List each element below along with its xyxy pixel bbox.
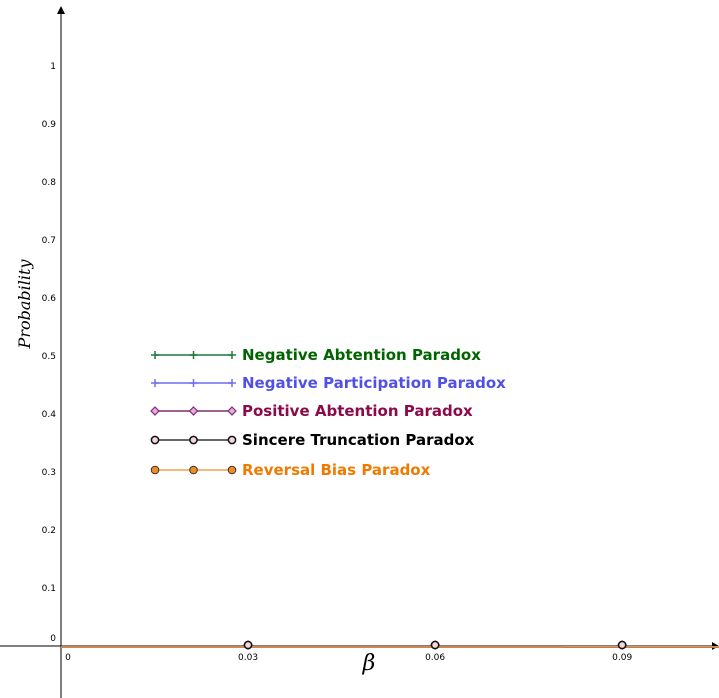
- legend-entry: Negative Participation Paradox: [151, 374, 506, 392]
- series-markers: [243, 640, 627, 650]
- legend-marker: [150, 406, 160, 416]
- x-tick-label: 0.09: [612, 653, 632, 663]
- x-tick-labels: 00.030.060.090.120.150.180.210.240.270.3…: [65, 653, 632, 663]
- x-tick-label: 0.06: [425, 653, 445, 663]
- x-axis-label: β: [362, 651, 376, 676]
- y-tick-label: 0.6: [42, 294, 57, 304]
- y-tick-labels: 0 0.1 0.2 0.3 0.4 0.5 0.6 0.7 0.8 0.9 1: [42, 62, 57, 644]
- y-axis-label: Probability: [15, 259, 34, 350]
- data-point: [617, 640, 627, 650]
- legend-marker: [189, 351, 198, 359]
- legend-marker: [227, 435, 237, 445]
- y-tick-label: 0.1: [42, 584, 56, 594]
- legend-marker: [150, 435, 160, 445]
- legend-marker: [189, 465, 198, 475]
- y-tick-label: 0.8: [42, 178, 57, 188]
- y-tick-label: 0.2: [42, 526, 56, 536]
- x-tick-label: 0: [65, 653, 71, 663]
- legend-marker: [150, 465, 160, 475]
- legend-marker: [151, 351, 159, 359]
- legend-entry: Positive Abtention Paradox: [150, 402, 473, 420]
- x-tick-label: 0.03: [238, 653, 258, 663]
- legend-label: Positive Abtention Paradox: [242, 402, 473, 420]
- y-tick-label: 0.3: [42, 468, 56, 478]
- y-axis-arrow: [57, 6, 65, 14]
- legend-marker: [228, 379, 236, 387]
- legend-entry: Reversal Bias Paradox: [150, 461, 431, 479]
- legend-label: Negative Abtention Paradox: [242, 346, 481, 364]
- legend-marker: [189, 379, 198, 387]
- y-tick-label: 0.4: [42, 410, 57, 420]
- y-tick-label: 0: [50, 634, 56, 644]
- legend-marker: [228, 351, 236, 359]
- legend-marker: [151, 379, 159, 387]
- legend-entry: Negative Abtention Paradox: [151, 346, 481, 364]
- legend: Negative Abtention Paradox Negative Parti…: [150, 346, 506, 479]
- legend-marker: [188, 406, 199, 416]
- x-axis-arrow: [712, 642, 719, 650]
- legend-label: Negative Participation Paradox: [242, 374, 506, 392]
- y-tick-label: 0.5: [42, 352, 56, 362]
- y-tick-label: 0.9: [42, 120, 57, 130]
- axes: [0, 6, 719, 698]
- series-line: [61, 646, 719, 648]
- data-point: [243, 640, 253, 650]
- series-line: [61, 646, 719, 648]
- legend-marker: [189, 435, 198, 445]
- y-tick-label: 0.7: [42, 236, 56, 246]
- legend-marker: [227, 406, 237, 416]
- series-line: [61, 646, 719, 648]
- legend-label: Sincere Truncation Paradox: [242, 431, 475, 449]
- series-line: [61, 646, 719, 648]
- legend-marker: [227, 465, 237, 475]
- data-point: [430, 640, 440, 650]
- y-tick-label: 1: [50, 62, 56, 72]
- series-curves: [61, 646, 719, 648]
- legend-entry: Sincere Truncation Paradox: [150, 431, 475, 449]
- legend-label: Reversal Bias Paradox: [242, 461, 431, 479]
